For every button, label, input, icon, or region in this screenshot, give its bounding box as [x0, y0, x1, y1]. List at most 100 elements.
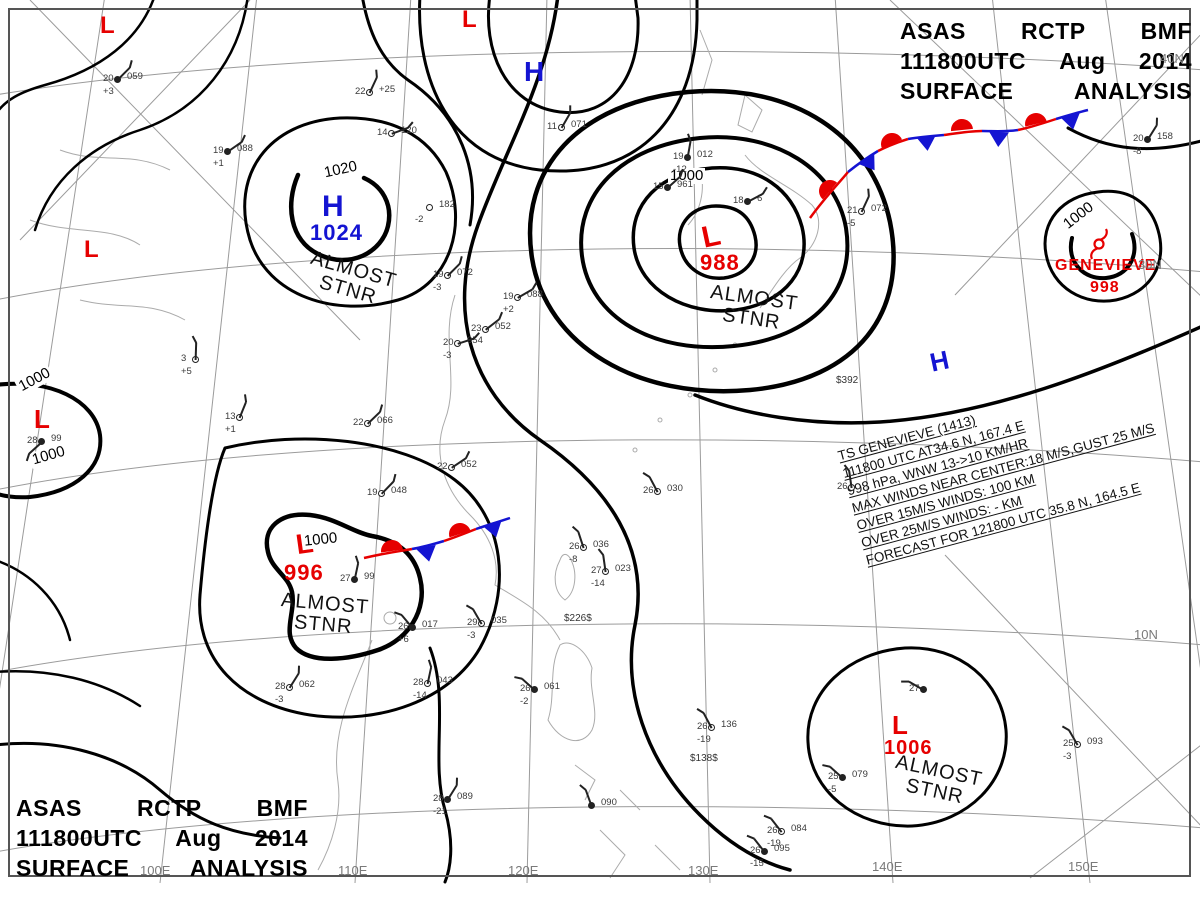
title-word: Aug: [1059, 48, 1106, 74]
station-value: 048: [391, 485, 407, 496]
station-value: 961: [677, 179, 693, 190]
station-value: 26: [837, 481, 848, 492]
grid-label-120e: 120E: [508, 863, 539, 878]
title-word: ANALYSIS: [189, 855, 308, 881]
station-value: 052: [461, 459, 477, 470]
station-value: +25: [379, 84, 396, 95]
station-value: 27: [909, 683, 920, 694]
title-block-top-right: ASAS RCTP BMF 111800UTC Aug 2014 SURFACE ANALYS…: [900, 16, 1192, 106]
title-word: Aug: [175, 825, 222, 851]
title-word: 2014: [254, 825, 308, 851]
title-word: RCTP: [136, 795, 202, 821]
station-value: -3: [467, 630, 476, 641]
station-value: 22: [355, 86, 366, 97]
station-value: 21: [847, 205, 858, 216]
station-value: 054: [467, 335, 483, 346]
title-word: BMF: [1140, 18, 1192, 44]
station-value: -5: [828, 784, 837, 795]
low-pressure-letter: L: [84, 236, 99, 263]
station-value: 158: [1157, 131, 1173, 142]
pressure-value-label: 1006: [884, 737, 933, 759]
station-value: 084: [791, 823, 807, 834]
low-pressure-letter: L: [34, 404, 50, 434]
title-line-1: ASAS RCTP BMF: [16, 793, 308, 823]
station-value: -14: [591, 578, 605, 589]
title-word: ASAS: [16, 795, 82, 821]
station-value: 28: [413, 677, 424, 688]
high-pressure-letter: H: [524, 56, 545, 87]
station-value: 052: [495, 321, 511, 332]
title-block-bottom-left: ASAS RCTP BMF 111800UTC Aug 2014 SURFACE ANALYS…: [16, 793, 308, 883]
station-value: -21: [433, 806, 447, 817]
pressure-value-label: 998: [1090, 279, 1120, 296]
station-value: 26: [569, 541, 580, 552]
title-line-3: SURFACE ANALYSIS: [900, 76, 1192, 106]
title-word: SURFACE: [900, 78, 1014, 104]
title-word: RCTP: [1020, 18, 1086, 44]
station-value: 3: [181, 353, 187, 364]
title-word: ANALYSIS: [1073, 78, 1192, 104]
high-pressure-letter: H: [322, 190, 344, 223]
station-value: 27: [340, 573, 351, 584]
grid-label-100e: 100E: [140, 863, 171, 878]
station-value: 20: [443, 337, 454, 348]
station-value: 28: [275, 681, 286, 692]
station-value: 28: [433, 793, 444, 804]
station-value: -8: [569, 554, 578, 565]
ship-report-label: $138$: [690, 753, 718, 764]
station-value: 059: [127, 71, 143, 82]
station-value: 13: [225, 411, 236, 422]
map-border: [8, 8, 1191, 877]
title-word: SURFACE: [16, 855, 130, 881]
station-value: 18: [733, 195, 744, 206]
station-value: 26: [750, 845, 761, 856]
station-value: 093: [1087, 736, 1103, 747]
title-word: 2014: [1138, 48, 1192, 74]
station-value: 043: [437, 675, 453, 686]
low-pressure-letter: L: [100, 12, 115, 39]
station-value: 20: [103, 73, 114, 84]
station-value: +6: [398, 634, 409, 645]
station-value: +1: [225, 424, 236, 435]
station-value: 072: [871, 203, 887, 214]
station-value: -12: [673, 164, 687, 175]
station-value: 27: [591, 565, 602, 576]
station-value: 030: [667, 483, 683, 494]
station-value: 25: [1063, 738, 1074, 749]
pressure-value-label: 988: [700, 250, 740, 275]
grid-label-30n: 30N: [1138, 257, 1162, 272]
coastlines: [29, 29, 820, 879]
station-value: 088: [237, 143, 253, 154]
station-value: -14: [413, 690, 427, 701]
station-value: 090: [601, 797, 617, 808]
station-value: +1: [213, 158, 224, 169]
station-value: -3: [1063, 751, 1072, 762]
station-value: 99: [364, 571, 375, 582]
station-value: 25: [828, 771, 839, 782]
station-value: 061: [544, 681, 560, 692]
station-value: -3: [433, 282, 442, 293]
station-value: 26: [767, 825, 778, 836]
title-word: BMF: [256, 795, 308, 821]
station-value: 22: [353, 417, 364, 428]
title-line-1: ASAS RCTP BMF: [900, 16, 1192, 46]
station-value: 079: [852, 769, 868, 780]
grid-label-140e: 140E: [872, 859, 903, 874]
station-value: 28: [27, 435, 38, 446]
station-value: 182: [439, 199, 455, 210]
pressure-value-label: 996: [284, 560, 324, 585]
station-value: 095: [774, 843, 790, 854]
grid-label-150e: 150E: [1068, 859, 1099, 874]
low-pressure-letter: L: [892, 710, 908, 740]
station-value: -8: [1133, 146, 1142, 157]
grid-label-130e: 130E: [688, 863, 719, 878]
pressure-value-label: GENEVIEVE: [1055, 257, 1157, 274]
station-value: 19: [213, 145, 224, 156]
station-value: 19: [673, 151, 684, 162]
title-word: 111800UTC: [900, 48, 1026, 74]
station-value: 99: [51, 433, 62, 444]
ship-report-label: $392: [836, 375, 859, 386]
station-value: 071: [571, 119, 587, 130]
